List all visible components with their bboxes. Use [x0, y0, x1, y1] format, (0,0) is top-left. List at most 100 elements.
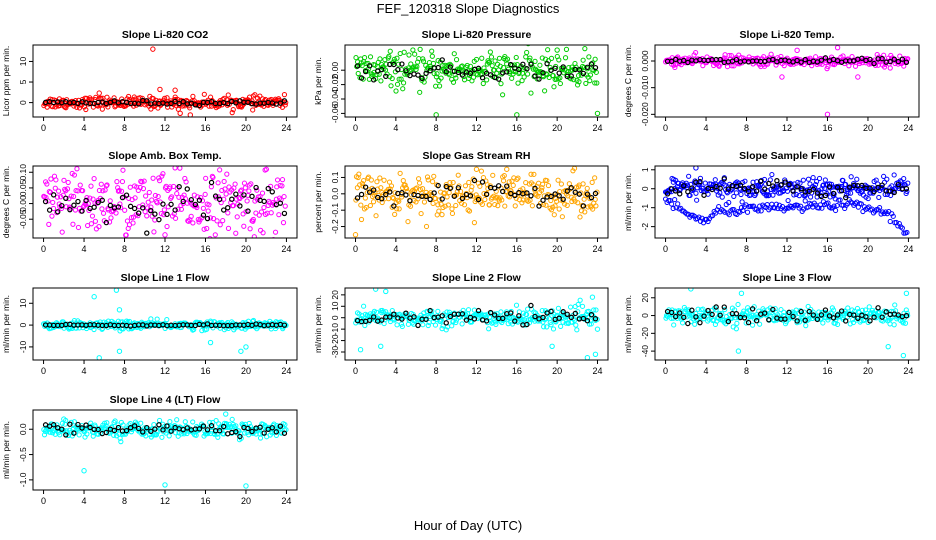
data-point — [394, 206, 400, 212]
data-point — [848, 174, 854, 180]
reference-point — [245, 425, 251, 432]
reference-point — [204, 215, 211, 222]
reference-point — [144, 230, 150, 236]
x-tick-label: 16 — [822, 366, 832, 376]
data-point — [808, 194, 814, 200]
reference-point — [822, 192, 829, 199]
chart-title: Slope Sample Flow — [739, 150, 836, 162]
x-tick-label: 12 — [471, 366, 481, 376]
data-point — [845, 190, 851, 196]
reference-point — [471, 316, 478, 322]
reference-point — [447, 313, 453, 320]
reference-point — [459, 311, 466, 317]
data-point — [694, 197, 700, 203]
reference-point — [479, 179, 486, 185]
data-point — [391, 56, 397, 62]
data-point — [114, 179, 120, 185]
data-point — [469, 184, 475, 190]
data-point — [96, 223, 102, 230]
reference-point — [427, 307, 433, 314]
chart-panel-9: Slope Line 3 Flow ml/min per min. 0 4 8 12 16 2… — [623, 272, 920, 376]
x-tick-label: 16 — [512, 366, 522, 376]
data-point — [174, 417, 180, 423]
data-point — [486, 202, 493, 208]
reference-point — [127, 425, 134, 431]
x-tick-label: 20 — [241, 244, 251, 254]
x-tick-label: 0 — [41, 123, 46, 133]
data-point — [586, 308, 592, 314]
data-point — [383, 309, 389, 315]
data-point — [190, 419, 196, 425]
data-point — [367, 54, 374, 60]
data-point — [848, 190, 854, 196]
data-point — [89, 213, 96, 219]
chart-panel-6: Slope Sample Flow ml/min per min. 0 4 8 12 16 2… — [623, 150, 920, 254]
data-point — [466, 75, 472, 82]
x-tick-label: 24 — [903, 123, 913, 133]
reference-point — [403, 68, 409, 74]
reference-point — [435, 182, 441, 189]
data-point — [555, 305, 562, 311]
data-point — [240, 211, 246, 217]
reference-point — [391, 311, 397, 317]
data-point — [887, 65, 893, 71]
reference-point — [144, 424, 150, 431]
reference-point — [745, 188, 752, 195]
reference-point — [540, 314, 546, 321]
data-point — [763, 193, 769, 199]
reference-point — [681, 183, 687, 189]
outlier-point — [372, 288, 379, 292]
y-tick-label: -20 — [330, 334, 340, 347]
data-point — [403, 185, 410, 192]
y-tick-label: -0.1 — [330, 203, 340, 218]
x-tick-label: 12 — [782, 244, 792, 254]
data-point — [435, 202, 441, 208]
data-point — [425, 322, 431, 329]
y-tick-label: -20 — [640, 327, 650, 340]
data-point — [150, 175, 156, 181]
data-point — [574, 327, 580, 333]
data-point — [539, 55, 545, 61]
reference-point — [156, 422, 162, 428]
data-point — [91, 176, 97, 182]
data-points — [353, 288, 601, 360]
reference-point — [59, 202, 65, 209]
data-point — [232, 181, 238, 187]
reference-point — [672, 313, 679, 320]
data-point — [92, 218, 99, 224]
data-point — [142, 209, 148, 215]
reference-point — [427, 68, 433, 74]
data-point — [107, 198, 113, 204]
reference-point — [249, 193, 255, 200]
data-point — [363, 204, 369, 211]
x-tick-label: 24 — [592, 123, 602, 133]
page-title: FEF_120318 Slope Diagnostics — [376, 1, 560, 16]
reference-point — [778, 182, 784, 188]
reference-point — [403, 310, 409, 316]
reference-point — [737, 182, 744, 188]
data-point — [199, 328, 205, 334]
x-tick-label: 0 — [41, 496, 46, 506]
data-point — [436, 83, 443, 89]
data-point — [876, 204, 883, 211]
data-point — [583, 80, 589, 87]
data-point — [391, 59, 397, 65]
data-point — [499, 197, 505, 203]
data-point — [159, 434, 165, 440]
reference-point — [560, 196, 566, 202]
data-point — [713, 181, 719, 187]
data-point — [200, 205, 206, 211]
reference-point — [148, 428, 154, 434]
data-point — [498, 309, 504, 315]
data-point — [722, 209, 728, 215]
reference-point — [668, 186, 675, 192]
reference-point — [455, 185, 462, 191]
x-tick-label: 8 — [744, 366, 749, 376]
x-tick-label: 20 — [863, 123, 873, 133]
data-point — [429, 179, 436, 185]
outlier-point — [116, 348, 123, 354]
reference-point — [391, 61, 397, 68]
data-point — [550, 73, 556, 79]
x-tick-label: 24 — [592, 366, 602, 376]
x-tick-label: 8 — [744, 244, 749, 254]
